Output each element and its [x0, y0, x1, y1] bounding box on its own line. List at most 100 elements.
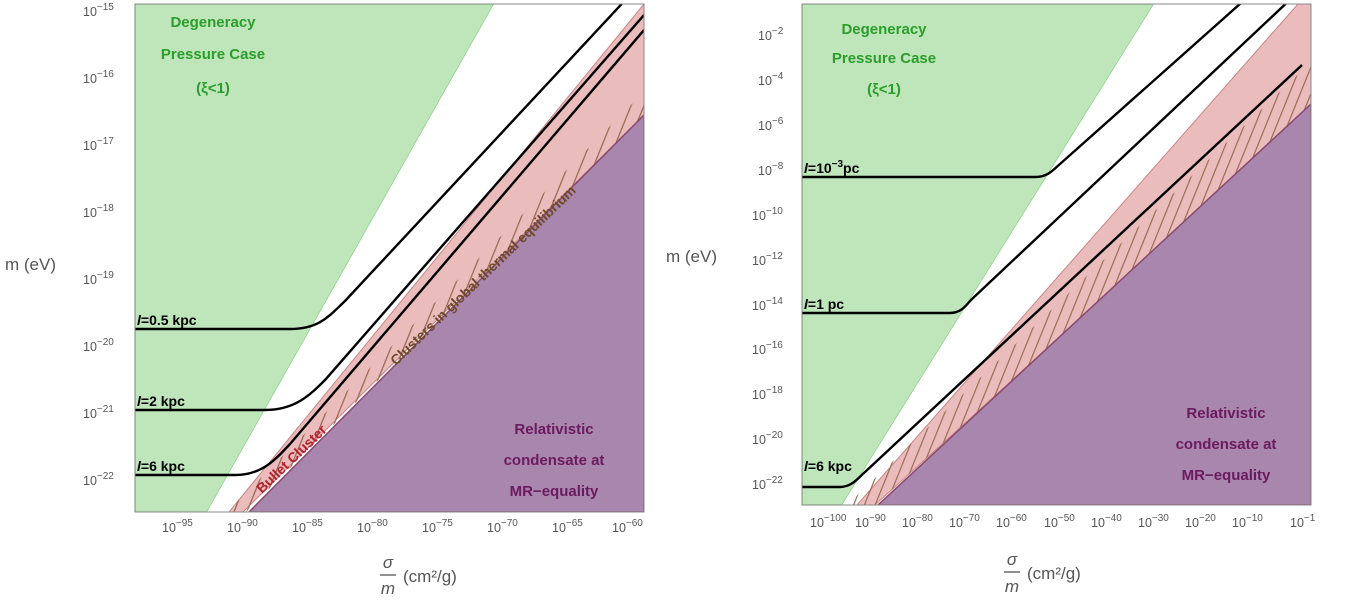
- left-curve-label-6kpc: l=6 kpc: [137, 458, 185, 474]
- left-relativistic-label: Relativistic condensate at MR−equality: [504, 421, 605, 500]
- right-x-tick: 10−70: [949, 513, 980, 530]
- right-degeneracy-region: [802, 4, 1155, 505]
- svg-text:10−14: 10−14: [752, 296, 783, 313]
- left-x-tick: 10−60: [612, 518, 643, 535]
- svg-text:10−40: 10−40: [1091, 513, 1122, 530]
- right-x-tick: 10−90: [855, 513, 886, 530]
- right-y-tick: 10−8: [758, 161, 784, 178]
- svg-text:10−65: 10−65: [552, 518, 583, 535]
- right-relativistic-region: [876, 102, 1311, 505]
- right-plot-area: [802, 4, 1311, 505]
- svg-text:(ξ<1): (ξ<1): [196, 80, 230, 97]
- right-xlabel-m: m: [1005, 577, 1019, 596]
- right-curve-label-1pc: l=1 pc: [804, 296, 844, 312]
- right-curve-label-6kpc: l=6 kpc: [804, 458, 852, 474]
- svg-text:10−22: 10−22: [752, 475, 783, 492]
- svg-text:MR−equality: MR−equality: [510, 483, 599, 500]
- right-x-tick: 10−60: [996, 513, 1027, 530]
- left-y-tick: 10−17: [83, 136, 114, 153]
- left-y-tick: 10−15: [83, 2, 114, 19]
- svg-text:10−1: 10−1: [1290, 513, 1316, 530]
- svg-text:10−80: 10−80: [357, 518, 388, 535]
- svg-text:10−90: 10−90: [227, 518, 258, 535]
- right-x-tick: 10−30: [1138, 513, 1169, 530]
- svg-text:Relativistic: Relativistic: [514, 421, 593, 438]
- svg-text:10−18: 10−18: [83, 203, 114, 220]
- left-curve-label-0.5kpc: l=0.5 kpc: [137, 312, 197, 328]
- left-curve-l-2kpc: [135, 14, 644, 412]
- left-panel: 10−22 10−21 10−20 10−19 10−18 10−17 10−1…: [5, 2, 645, 598]
- right-y-tick: 10−20: [752, 430, 783, 447]
- svg-text:10−80: 10−80: [902, 513, 933, 530]
- left-y-tick: 10−19: [83, 270, 114, 287]
- left-xlabel-unit: (cm²/g): [403, 567, 457, 586]
- svg-text:10−17: 10−17: [83, 136, 114, 153]
- left-y-tick: 10−20: [83, 337, 114, 354]
- right-y-tick: 10−16: [752, 340, 783, 357]
- left-x-tick: 10−80: [357, 518, 388, 535]
- svg-text:10−70: 10−70: [949, 513, 980, 530]
- left-excluded-band: [228, 4, 644, 512]
- left-x-tick: 10−85: [292, 518, 323, 535]
- left-curve-l-0.5kpc: [135, 4, 624, 331]
- left-frame: [134, 3, 645, 513]
- right-x-tick: 10−20: [1185, 513, 1216, 530]
- svg-text:10−8: 10−8: [758, 161, 784, 178]
- svg-text:10−60: 10−60: [612, 518, 643, 535]
- svg-text:10−30: 10−30: [1138, 513, 1169, 530]
- right-y-tick: 10−18: [752, 385, 783, 402]
- left-y-tick: 10−16: [83, 69, 114, 86]
- left-y-ticks: 10−22 10−21 10−20 10−19 10−18 10−17 10−1…: [83, 2, 114, 488]
- svg-text:Pressure Case: Pressure Case: [832, 50, 936, 67]
- left-y-tick: 10−21: [83, 404, 114, 421]
- right-y-tick: 10−4: [758, 71, 784, 88]
- svg-text:10−18: 10−18: [752, 385, 783, 402]
- left-curve-label-2kpc: l=2 kpc: [137, 393, 185, 409]
- left-x-ticks: 10−95 10−90 10−85 10−80 10−75 10−70 10−6…: [162, 518, 643, 535]
- left-xlabel-m: m: [381, 579, 395, 598]
- right-relativistic-label: Relativistic condensate at MR−equality: [1176, 405, 1277, 484]
- right-curve-l-6kpc: [802, 64, 1303, 489]
- left-x-tick: 10−75: [422, 518, 453, 535]
- left-xlabel-sigma: σ: [383, 553, 394, 572]
- right-y-axis-label: m (eV): [666, 247, 717, 266]
- svg-text:10−85: 10−85: [292, 518, 323, 535]
- left-x-axis-label: σ m (cm²/g): [380, 553, 457, 598]
- svg-text:Relativistic: Relativistic: [1186, 405, 1265, 422]
- svg-text:10−20: 10−20: [83, 337, 114, 354]
- right-curve-label-1e-3pc: l=10−3pc: [804, 159, 860, 176]
- svg-text:10−10: 10−10: [752, 206, 783, 223]
- svg-text:10−4: 10−4: [758, 71, 784, 88]
- svg-text:10−22: 10−22: [83, 471, 114, 488]
- left-x-tick: 10−90: [227, 518, 258, 535]
- svg-text:10−21: 10−21: [83, 404, 114, 421]
- left-x-tick: 10−95: [162, 518, 193, 535]
- svg-text:10−16: 10−16: [83, 69, 114, 86]
- svg-text:10−75: 10−75: [422, 518, 453, 535]
- right-x-tick: 10−10: [1232, 513, 1263, 530]
- left-y-tick: 10−18: [83, 203, 114, 220]
- right-x-tick: 10−80: [902, 513, 933, 530]
- right-curve-l-1pc: [802, 4, 1288, 315]
- right-y-tick: 10−22: [752, 475, 783, 492]
- svg-text:10−20: 10−20: [752, 430, 783, 447]
- svg-text:10−10: 10−10: [1232, 513, 1263, 530]
- left-y-tick: 10−22: [83, 471, 114, 488]
- svg-text:10−50: 10−50: [1044, 513, 1075, 530]
- right-xlabel-sigma: σ: [1007, 550, 1018, 569]
- svg-text:condensate at: condensate at: [1176, 436, 1277, 453]
- left-plot-area: [135, 4, 644, 512]
- left-degeneracy-region: [135, 4, 495, 512]
- svg-text:10−95: 10−95: [162, 518, 193, 535]
- right-panel: 10−22 10−20 10−18 10−16 10−14 10−12 10−1…: [666, 3, 1316, 596]
- left-x-tick: 10−65: [552, 518, 583, 535]
- left-relativistic-region: [247, 113, 644, 512]
- right-y-tick: 10−14: [752, 296, 783, 313]
- svg-text:Degeneracy: Degeneracy: [170, 14, 256, 31]
- svg-text:10−100: 10−100: [810, 513, 847, 530]
- left-x-tick: 10−70: [487, 518, 518, 535]
- svg-text:10−2: 10−2: [758, 26, 784, 43]
- right-x-ticks: 10−100 10−90 10−80 10−70 10−60 10−50 10−…: [810, 513, 1316, 530]
- svg-text:MR−equality: MR−equality: [1182, 467, 1271, 484]
- right-x-tick: 10−100: [810, 513, 847, 530]
